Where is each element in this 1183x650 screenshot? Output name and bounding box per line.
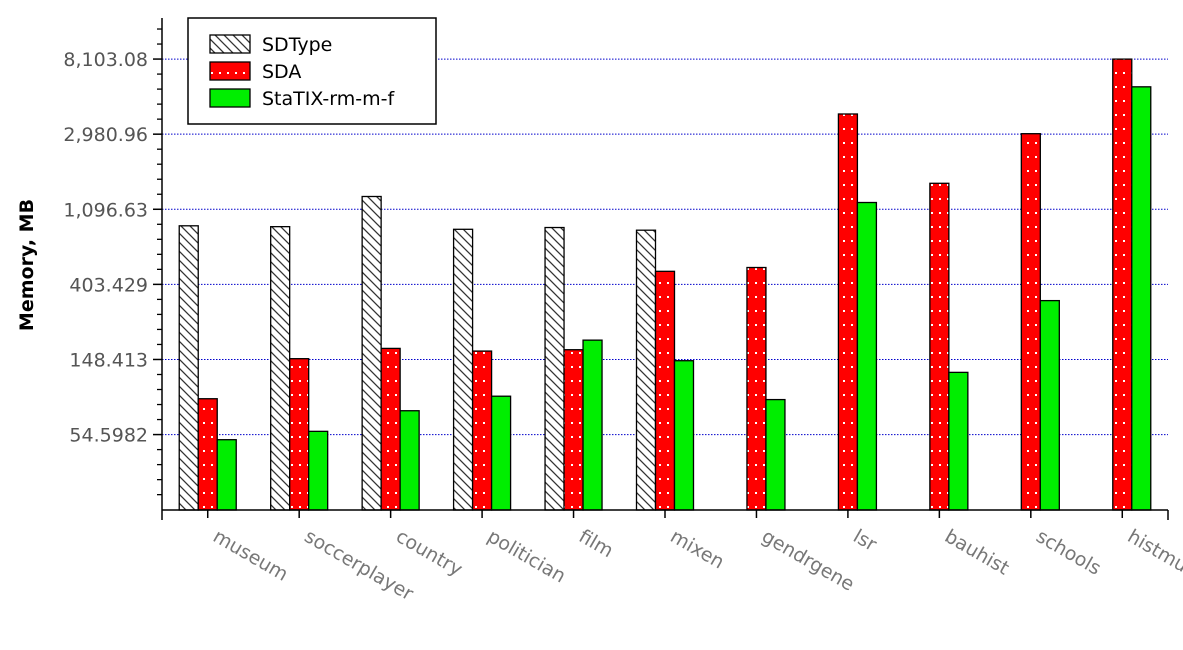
y-tick-label: 403.429 [69,274,148,296]
y-axis-title: Memory, MB [16,199,38,331]
bar-sda [289,358,310,511]
legend-swatch-statix [209,88,251,108]
bar-sdtype [178,225,199,511]
axes [153,18,1169,520]
bar-statix [1039,299,1060,511]
bar-sda [929,182,950,511]
bar-statix [948,371,969,511]
x-tick-label: histmunic [1124,525,1183,591]
x-tick-label: gendrgene [758,525,858,595]
grid-lines [162,58,1168,436]
bar-sda [654,270,676,511]
y-tick-label: 8,103.08 [63,49,148,71]
y-tick-label: 54.5982 [69,425,148,447]
x-tick-label: country [392,525,466,580]
bar-sdtype [635,229,657,511]
legend-swatch-sdtype [209,34,251,54]
bar-statix [490,395,512,511]
legend-label-sda: SDA [262,61,301,83]
bar-sdtype [452,228,474,511]
x-tick-label: politician [484,525,570,587]
x-tick-label: mixen [667,525,728,573]
y-tick-label: 1,096.63 [63,199,148,221]
bar-statix [582,339,603,511]
bar-sda [837,113,859,511]
x-tick-label: museum [209,525,292,585]
bar-sda [197,398,218,511]
bar-statix [856,201,878,511]
bar-statix [216,439,237,511]
bar-sda [746,266,767,511]
bar-sda [1020,133,1041,511]
bar-sdtype [270,226,291,511]
x-tick-label: lsr [849,525,880,556]
legend: SDType SDA StaTIX-rm-m-f [187,17,437,125]
bar-sdtype [361,195,382,511]
bar-statix [765,398,786,511]
x-tick-label: bauhist [941,525,1013,579]
y-tick-label: 148.413 [69,349,148,371]
bar-statix [1131,86,1152,511]
legend-swatch-sda [209,61,251,81]
legend-label-sdtype: SDType [262,34,332,56]
x-tick-label: film [575,525,617,562]
y-tick-label: 2,980.96 [63,124,148,146]
bar-sda [563,349,584,511]
bar-statix [399,410,420,511]
x-tick-label: schools [1032,525,1104,579]
bar-sda [380,347,401,511]
bar-sda [1112,58,1133,511]
labels: 54.5982 148.413 403.429 1,096.63 2,980.96 8,1… [63,49,1183,605]
bar-sdtype [544,226,565,511]
bar-statix [673,360,695,511]
bar-sda [471,350,493,511]
legend-label-statix: StaTIX-rm-m-f [262,88,395,110]
bar-statix [308,430,329,511]
